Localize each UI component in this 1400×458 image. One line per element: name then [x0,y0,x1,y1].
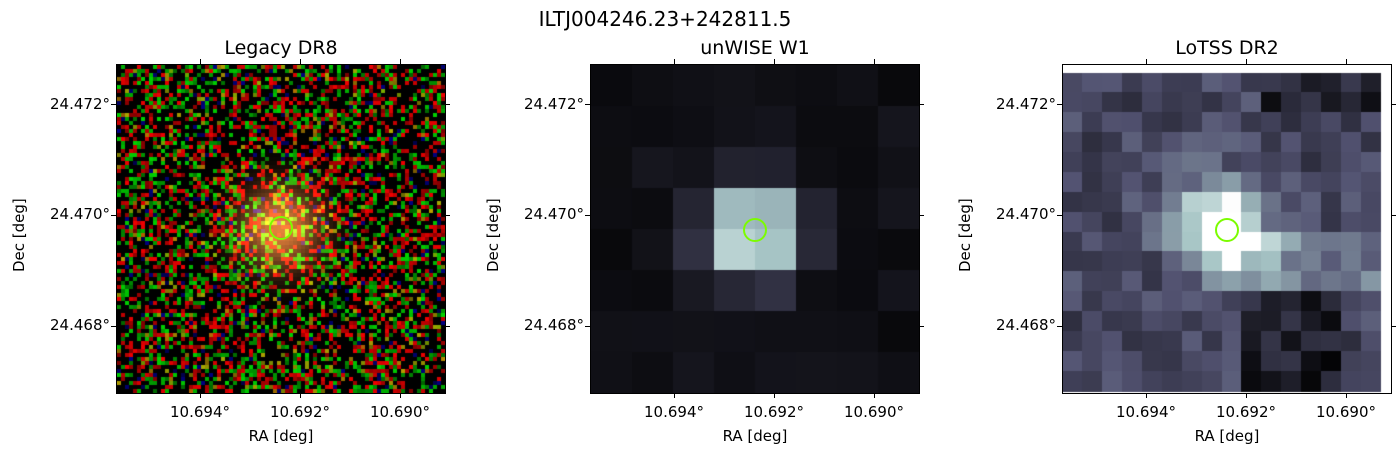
x-tick [874,59,875,64]
y-tick-label: 24.472° [50,95,110,113]
source-marker [743,218,767,242]
x-tick [1346,59,1347,64]
x-tick [1346,393,1347,398]
image-frame [116,64,446,394]
x-tick-label: 10.692° [1216,403,1276,421]
x-tick [300,59,301,64]
figure-title: ILTJ004246.23+242811.5 [538,7,792,31]
y-axis-label: Dec [deg] [956,198,974,272]
y-tick [111,104,116,105]
y-tick [111,326,116,327]
x-tick [674,393,675,398]
x-tick-label: 10.694° [170,403,230,421]
x-tick-label: 10.690° [1316,403,1376,421]
y-tick-label: 24.470° [50,205,110,223]
x-tick [200,59,201,64]
y-tick [445,215,450,216]
panel-legacy-dr8: Legacy DR8 24.472° 24.470° 24.468° 10.69… [0,0,460,458]
x-tick [1246,59,1247,64]
image-frame [1062,64,1392,394]
x-tick-label: 10.692° [744,403,804,421]
y-tick [1057,326,1062,327]
x-tick [200,393,201,398]
y-tick [585,326,590,327]
panel-lotss-dr2: LoTSS DR2 24.472° 24.470° 24.468° 10.694… [946,0,1400,458]
x-tick [400,393,401,398]
y-tick [111,215,116,216]
y-tick [585,104,590,105]
panel-title: Legacy DR8 [224,37,338,59]
x-tick-label: 10.694° [1116,403,1176,421]
y-tick [919,326,924,327]
x-tick [300,393,301,398]
x-axis-label: RA [deg] [722,427,788,445]
panel-title: unWISE W1 [700,37,810,59]
y-tick [445,326,450,327]
y-tick [1391,326,1396,327]
y-tick-label: 24.468° [996,316,1056,334]
x-tick [1246,393,1247,398]
panel-unwise-w1: unWISE W1 24.472° 24.470° 24.468° 10.694… [474,0,934,458]
y-tick [1057,104,1062,105]
y-tick [1391,215,1396,216]
y-tick-label: 24.470° [524,205,584,223]
source-marker [269,216,293,240]
y-tick [919,104,924,105]
y-tick [1391,104,1396,105]
y-tick-label: 24.472° [524,95,584,113]
x-tick [1146,393,1147,398]
y-tick-label: 24.470° [996,205,1056,223]
panel-title: LoTSS DR2 [1175,37,1279,59]
y-tick-label: 24.468° [50,316,110,334]
x-tick-label: 10.694° [644,403,704,421]
source-marker [1215,218,1239,242]
y-axis-label: Dec [deg] [484,198,502,272]
y-axis-label: Dec [deg] [10,198,28,272]
x-axis-label: RA [deg] [248,427,314,445]
y-tick [1057,215,1062,216]
y-tick [919,215,924,216]
x-tick-label: 10.690° [844,403,904,421]
x-tick-label: 10.690° [370,403,430,421]
x-tick [674,59,675,64]
y-tick [585,215,590,216]
y-tick [445,104,450,105]
x-tick [400,59,401,64]
y-tick-label: 24.468° [524,316,584,334]
image-frame [590,64,920,394]
x-tick [774,393,775,398]
x-axis-label: RA [deg] [1194,427,1260,445]
x-tick [1146,59,1147,64]
y-tick-label: 24.472° [996,95,1056,113]
x-tick-label: 10.692° [270,403,330,421]
x-tick [774,59,775,64]
x-tick [874,393,875,398]
